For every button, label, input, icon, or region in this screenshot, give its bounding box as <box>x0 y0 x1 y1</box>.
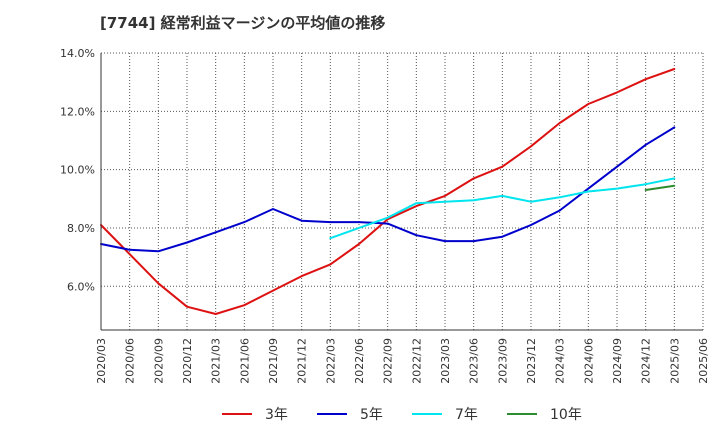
x-tick-label: 2021/06 <box>238 338 251 384</box>
legend-label: 7年 <box>455 407 478 423</box>
y-tick-label: 14.0% <box>60 47 95 60</box>
y-tick-label: 10.0% <box>60 164 95 177</box>
legend-item: 7年 <box>412 407 478 423</box>
x-tick-label: 2020/12 <box>181 338 194 384</box>
y-tick-label: 8.0% <box>67 222 95 235</box>
legend-item: 10年 <box>507 407 582 423</box>
x-tick-label: 2023/03 <box>439 338 452 384</box>
series-lines <box>100 68 676 315</box>
legend: 3年 5年 7年 10年 <box>222 407 582 423</box>
x-tick-label: 2020/06 <box>124 338 137 384</box>
legend-label: 10年 <box>550 407 582 423</box>
x-tick-label: 2022/06 <box>353 338 366 384</box>
x-tick-label: 2025/06 <box>697 338 710 384</box>
y-tick-label: 12.0% <box>60 105 95 118</box>
x-tick-label: 2022/03 <box>324 338 337 384</box>
x-tick-label: 2021/03 <box>210 338 223 384</box>
x-tick-label: 2024/03 <box>554 338 567 384</box>
legend-item: 3年 <box>222 407 288 423</box>
legend-label: 5年 <box>360 407 383 423</box>
x-tick-label: 2023/09 <box>496 338 509 384</box>
series-line-3年 <box>100 68 676 315</box>
x-tick-label: 2022/12 <box>410 338 423 384</box>
grid-lines <box>101 52 704 330</box>
x-tick-label: 2024/09 <box>611 338 624 384</box>
x-tick-label: 2022/09 <box>382 338 395 384</box>
x-tick-label: 2020/09 <box>152 338 165 384</box>
x-tick-label: 2024/06 <box>582 338 595 384</box>
series-line-10年 <box>644 184 676 191</box>
axes <box>100 53 703 331</box>
x-tick-label: 2024/12 <box>640 338 653 384</box>
x-tick-label: 2025/03 <box>668 338 681 384</box>
series-line-5年 <box>100 126 676 253</box>
x-tick-label: 2023/12 <box>525 338 538 384</box>
legend-item: 5年 <box>317 407 383 423</box>
tick-labels: 6.0% 8.0% 10.0% 12.0% 14.0% 2020/03 2020/06 202… <box>60 47 710 384</box>
x-tick-label: 2021/09 <box>267 338 280 384</box>
legend-label: 3年 <box>265 407 288 423</box>
x-tick-label: 2020/03 <box>95 338 108 384</box>
chart-title: [7744] 経常利益マージンの平均値の推移 <box>100 14 386 32</box>
y-tick-label: 6.0% <box>67 280 95 293</box>
x-tick-label: 2021/12 <box>296 338 309 384</box>
x-tick-label: 2023/06 <box>468 338 481 384</box>
series-line-7年 <box>329 177 676 240</box>
